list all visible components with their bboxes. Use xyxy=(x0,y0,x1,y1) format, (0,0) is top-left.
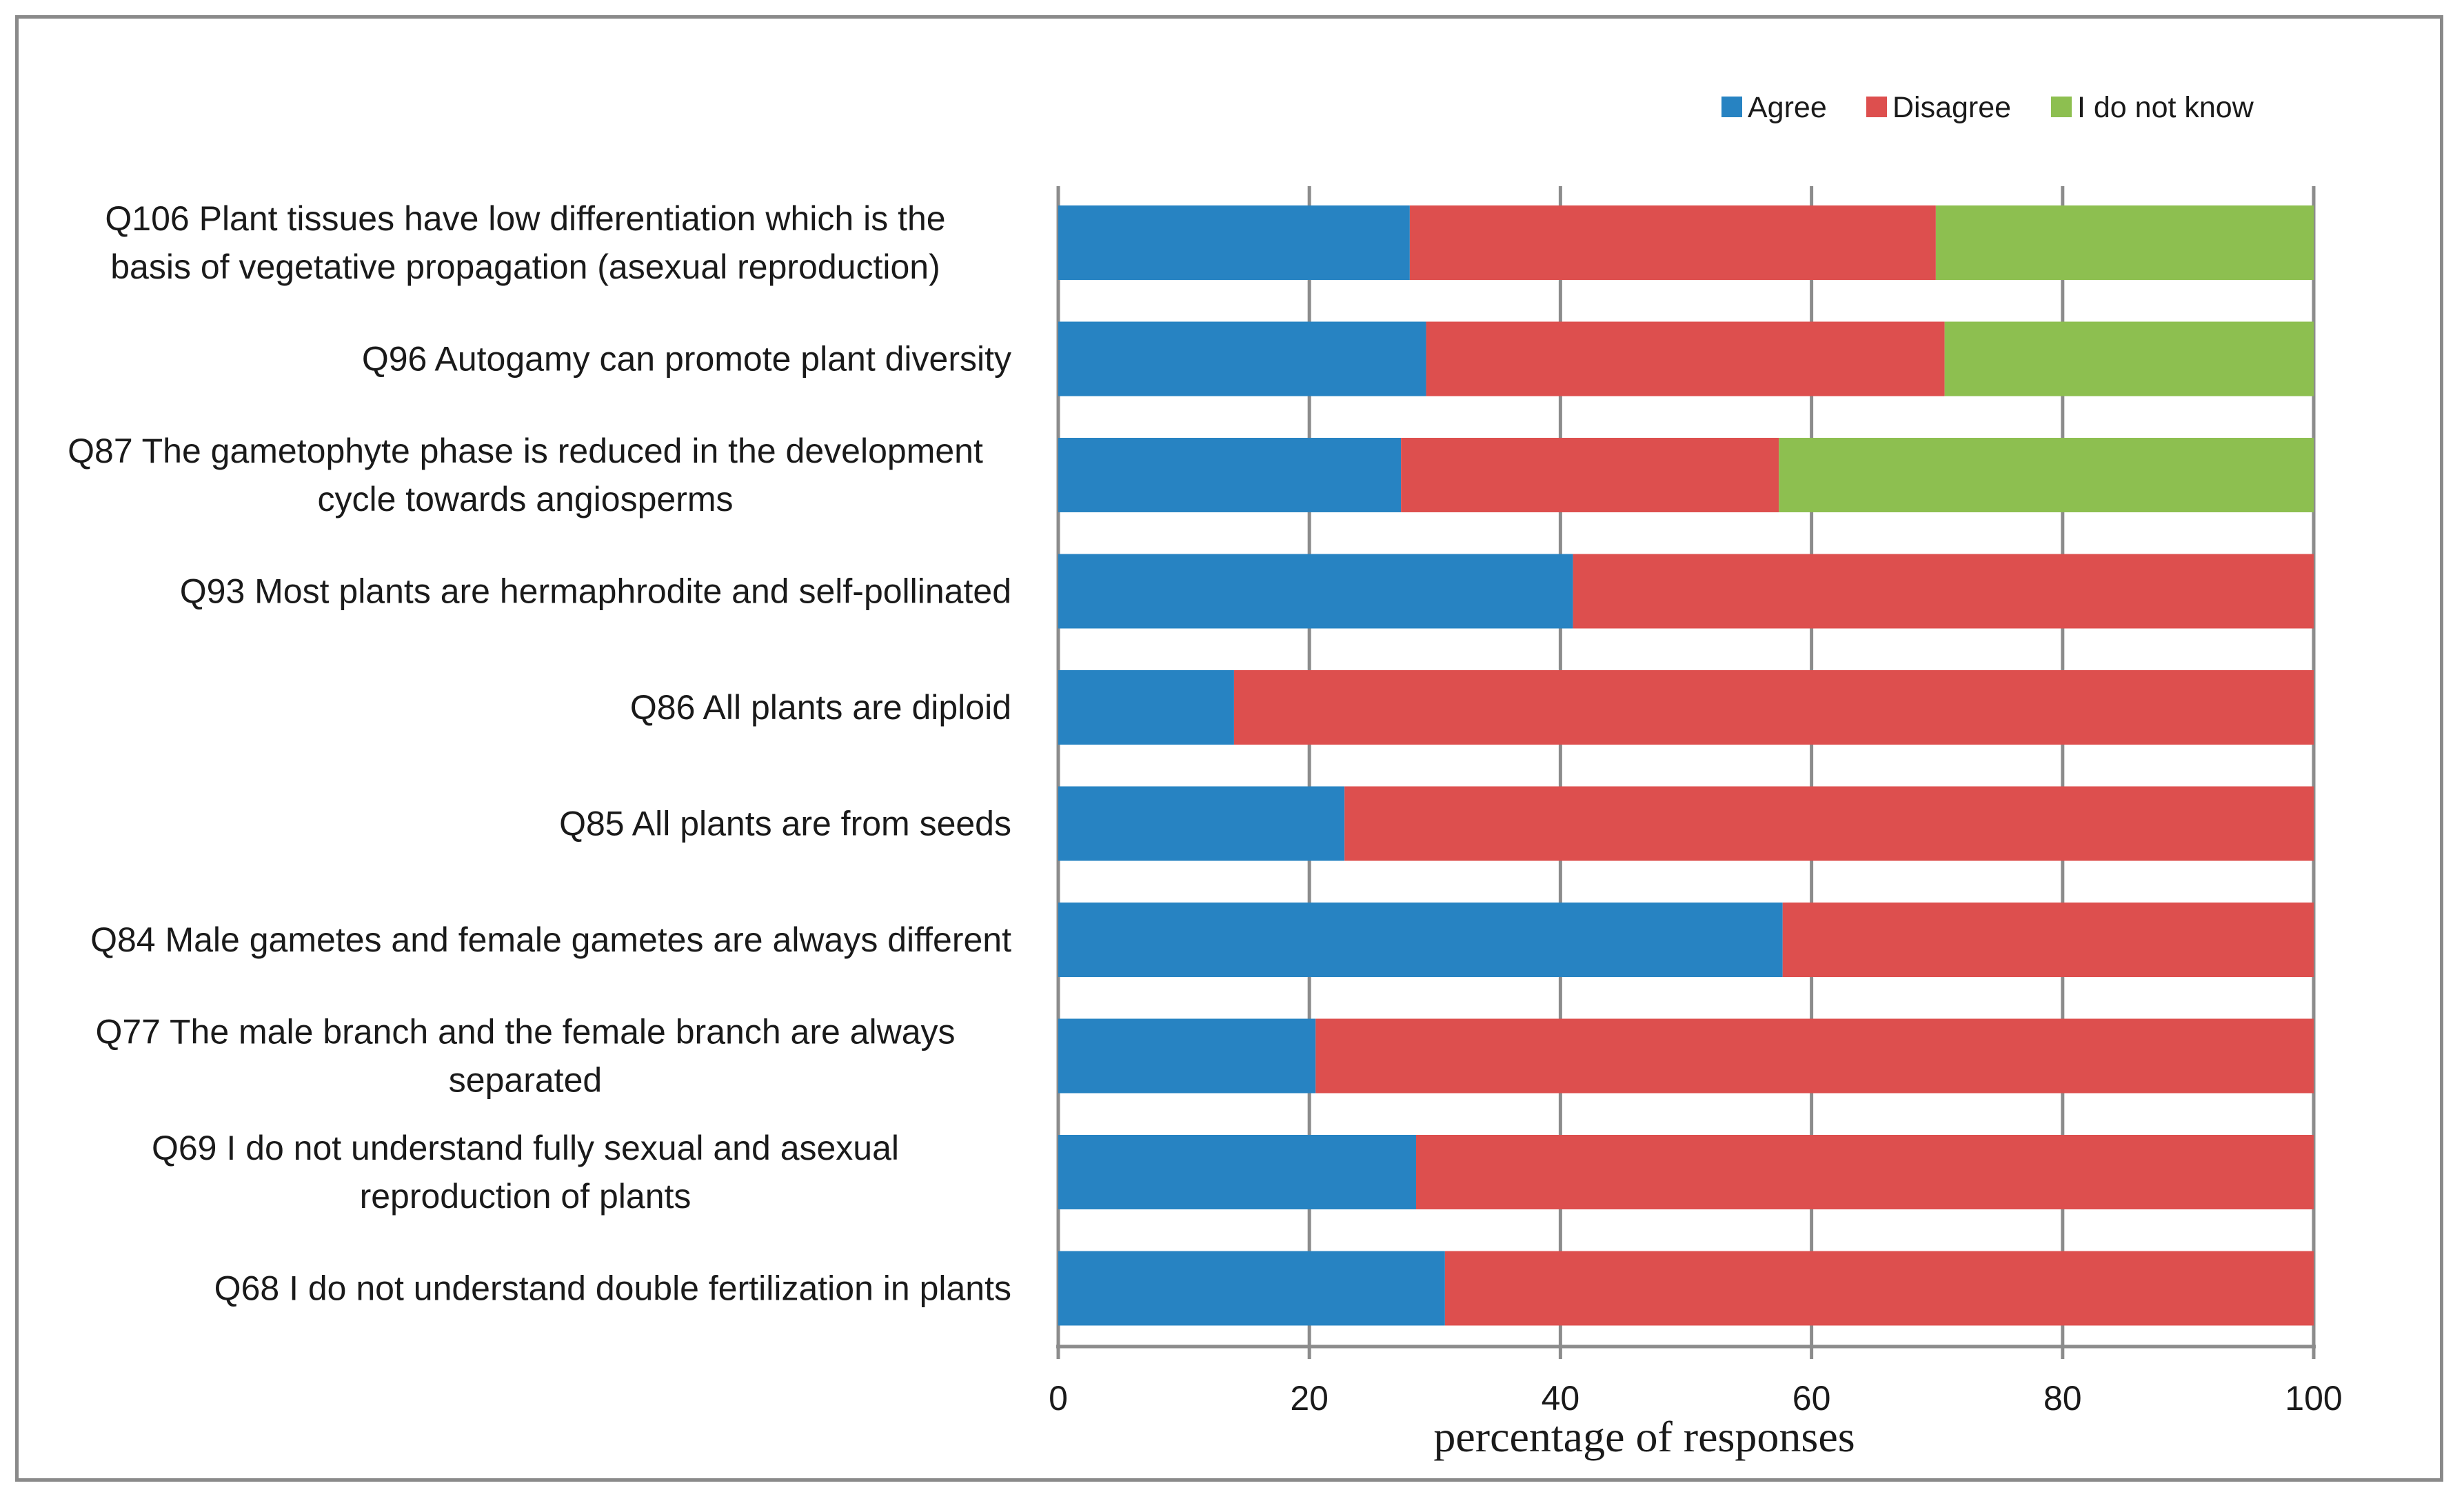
bar-disagree-2[interactable] xyxy=(1426,321,1945,396)
x-tick-label-20: 20 xyxy=(1290,1379,1329,1418)
x-axis-title: percentage of responses xyxy=(1433,1412,1855,1461)
bar-disagree-4[interactable] xyxy=(1573,554,2314,629)
x-tick-label-60: 60 xyxy=(1793,1379,1831,1418)
stacked-bar-chart: 0 20 40 60 80 100 Q106 Plant tissues have low… xyxy=(68,91,2343,1461)
bar-agree-10[interactable] xyxy=(1058,1251,1445,1326)
legend[interactable]: Agree Disagree I do not know xyxy=(1721,91,2254,124)
bar-disagree-3[interactable] xyxy=(1401,438,1779,512)
category-label-9: Q69 I do not understand fully sexual and… xyxy=(152,1129,899,1216)
legend-label-disagree[interactable]: Disagree xyxy=(1892,91,2011,124)
category-label-8: Q77 The male branch and the female branc… xyxy=(95,1013,955,1100)
bar-disagree-6[interactable] xyxy=(1344,786,2314,861)
category-label-10: Q68 I do not understand double fertiliza… xyxy=(214,1269,1011,1308)
legend-label-agree[interactable]: Agree xyxy=(1748,91,1827,124)
legend-swatch-agree[interactable] xyxy=(1721,97,1742,117)
bar-agree-6[interactable] xyxy=(1058,786,1345,861)
legend-swatch-disagree[interactable] xyxy=(1866,97,1887,117)
category-label-1: Q106 Plant tissues have low differentiat… xyxy=(105,199,945,286)
category-label-3: Q87 The gametophyte phase is reduced in … xyxy=(68,432,983,518)
bar-agree-7[interactable] xyxy=(1058,903,1783,977)
category-labels: Q106 Plant tissues have low differentiat… xyxy=(68,199,1011,1308)
bar-agree-4[interactable] xyxy=(1058,554,1573,629)
x-tick-label-100: 100 xyxy=(2285,1379,2342,1418)
bar-disagree-10[interactable] xyxy=(1444,1251,2314,1326)
bar-agree-2[interactable] xyxy=(1058,321,1426,396)
bar-i-do-not-know-3[interactable] xyxy=(1779,438,2314,512)
category-label-5: Q86 All plants are diploid xyxy=(630,688,1011,727)
legend-swatch-i-do-not-know[interactable] xyxy=(2051,97,2072,117)
bar-agree-3[interactable] xyxy=(1058,438,1402,512)
chart-frame: 0 20 40 60 80 100 Q106 Plant tissues have low… xyxy=(15,15,2443,1482)
x-tick-label-80: 80 xyxy=(2043,1379,2082,1418)
bar-agree-8[interactable] xyxy=(1058,1018,1316,1094)
bar-agree-9[interactable] xyxy=(1058,1135,1416,1209)
bar-disagree-5[interactable] xyxy=(1233,670,2314,745)
category-label-6: Q85 All plants are from seeds xyxy=(559,805,1011,843)
x-tick-label-0: 0 xyxy=(1049,1379,1068,1418)
bar-agree-1[interactable] xyxy=(1058,205,1410,280)
bar-i-do-not-know-2[interactable] xyxy=(1944,321,2314,396)
bar-disagree-8[interactable] xyxy=(1315,1018,2314,1094)
x-tick-label-40: 40 xyxy=(1542,1379,1580,1418)
x-tick-labels: 0 20 40 60 80 100 xyxy=(1049,1379,2343,1418)
bar-disagree-7[interactable] xyxy=(1782,903,2314,977)
bars xyxy=(1058,205,2314,1326)
legend-label-i-do-not-know[interactable]: I do not know xyxy=(2077,91,2254,124)
category-label-4: Q93 Most plants are hermaphrodite and se… xyxy=(180,572,1011,611)
category-label-2: Q96 Autogamy can promote plant diversity xyxy=(362,340,1011,379)
category-label-7: Q84 Male gametes and female gametes are … xyxy=(90,920,1011,959)
bar-disagree-9[interactable] xyxy=(1415,1135,2314,1209)
bar-i-do-not-know-1[interactable] xyxy=(1935,205,2314,280)
bar-disagree-1[interactable] xyxy=(1409,205,1936,280)
bar-agree-5[interactable] xyxy=(1058,670,1234,745)
